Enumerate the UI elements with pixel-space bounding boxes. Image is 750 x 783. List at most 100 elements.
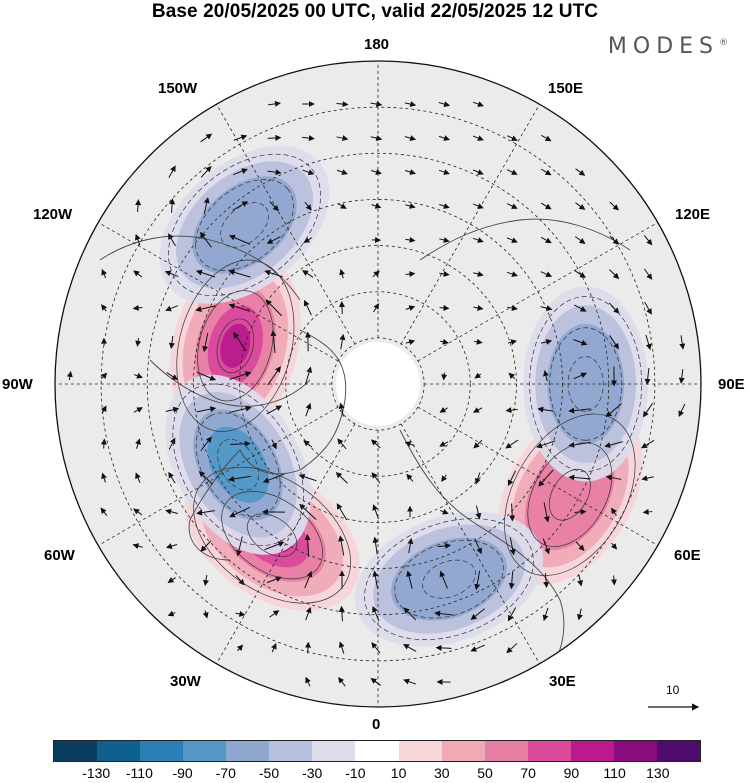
wind-vector xyxy=(228,475,251,482)
wind-vector xyxy=(339,333,346,350)
wind-vector xyxy=(371,203,382,209)
lon-label-150w: 150W xyxy=(158,80,198,97)
wind-vector xyxy=(235,536,243,557)
contour-line xyxy=(527,442,613,548)
contour-line xyxy=(422,559,476,599)
contour-line xyxy=(197,290,274,402)
wind-vector xyxy=(164,270,179,277)
contour-line xyxy=(221,491,323,580)
contour-line xyxy=(168,153,321,297)
colorbar-swatch xyxy=(570,741,614,761)
wind-vector xyxy=(228,234,251,245)
wind-vector xyxy=(372,536,379,555)
wind-vector xyxy=(405,339,416,346)
meridian xyxy=(216,104,356,345)
wind-vector xyxy=(505,407,518,414)
wind-vectors xyxy=(66,100,686,687)
wind-vector xyxy=(302,135,315,142)
wind-vector xyxy=(573,372,588,380)
wind-vector xyxy=(338,535,345,556)
wind-vector xyxy=(643,235,653,246)
wind-vector xyxy=(202,332,209,353)
wind-vector xyxy=(440,338,449,345)
wind-vector xyxy=(196,509,215,516)
colorbar xyxy=(53,740,701,762)
lon-label-150e: 150E xyxy=(548,80,584,97)
map-border xyxy=(54,60,702,708)
wind-vector xyxy=(439,508,449,515)
wind-vector xyxy=(438,169,450,175)
wind-vector xyxy=(267,100,281,107)
wind-vector xyxy=(641,439,655,449)
wind-vector xyxy=(508,571,515,590)
wind-vector xyxy=(605,474,622,481)
wind-vector xyxy=(336,503,348,521)
wind-vector xyxy=(100,438,107,449)
wind-vector xyxy=(372,270,380,278)
wind-vector xyxy=(372,303,380,313)
contour-line xyxy=(567,356,604,412)
colorbar-swatch xyxy=(312,741,356,761)
wind-vector xyxy=(165,508,178,515)
lon-label-30e: 30E xyxy=(549,673,576,690)
wind-vector xyxy=(229,506,251,518)
wind-vector xyxy=(541,168,552,176)
wind-vector xyxy=(100,405,107,414)
wind-vector xyxy=(439,304,450,311)
wind-vector xyxy=(228,303,251,312)
wind-vector xyxy=(405,271,416,278)
wind-vector xyxy=(405,305,416,312)
contour-line xyxy=(364,518,534,641)
colorbar-tick-label: 90 xyxy=(563,765,580,781)
colorbar-swatch xyxy=(527,741,571,761)
wind-vector xyxy=(438,135,450,141)
wind-vector xyxy=(228,269,251,278)
contour-line xyxy=(172,383,304,546)
wind-vector xyxy=(203,197,210,215)
wind-vector xyxy=(133,508,143,516)
wind-vector xyxy=(100,372,108,380)
wind-vector xyxy=(305,676,311,687)
wind-vector xyxy=(642,403,653,418)
wind-vector xyxy=(536,440,556,449)
wind-vector xyxy=(575,202,586,210)
wind-vector xyxy=(435,644,452,651)
wind-vector xyxy=(506,169,518,175)
wind-vector xyxy=(305,606,312,621)
wind-vector xyxy=(135,438,141,449)
latitude-circle xyxy=(285,291,471,477)
wind-vector xyxy=(370,101,383,108)
wind-vector xyxy=(269,201,279,212)
wind-vector xyxy=(543,369,549,382)
wind-vector xyxy=(472,203,484,209)
wind-vector xyxy=(574,236,586,244)
wind-vector xyxy=(404,135,417,141)
wind-vector xyxy=(101,269,107,279)
wind-vector xyxy=(405,236,416,243)
wind-vector xyxy=(541,202,552,210)
wind-vector xyxy=(439,270,450,277)
map-title: Base 20/05/2025 00 UTC, valid 22/05/2025… xyxy=(151,1,599,22)
wind-vector xyxy=(507,305,518,311)
wind-vector xyxy=(372,504,379,520)
wind-vector xyxy=(575,541,585,552)
wind-vector xyxy=(371,642,381,654)
colorbar-tick-label: 10 xyxy=(390,765,407,781)
wind-vector xyxy=(266,236,281,244)
wind-vector xyxy=(507,339,518,346)
polar-map xyxy=(54,60,702,711)
wind-vector xyxy=(573,339,588,346)
wind-vector xyxy=(678,403,686,417)
wind-vector xyxy=(233,332,247,352)
colorbar-swatch xyxy=(398,741,442,761)
wind-vector xyxy=(474,570,481,591)
wind-vector xyxy=(132,304,143,311)
coastline xyxy=(149,359,311,407)
contour-line xyxy=(529,296,642,472)
colorbar-swatch xyxy=(269,741,313,761)
wind-vector xyxy=(196,406,217,413)
wind-vector xyxy=(473,271,484,277)
wind-vector xyxy=(472,101,484,107)
wind-vector xyxy=(165,406,180,413)
wind-vector xyxy=(642,508,653,515)
